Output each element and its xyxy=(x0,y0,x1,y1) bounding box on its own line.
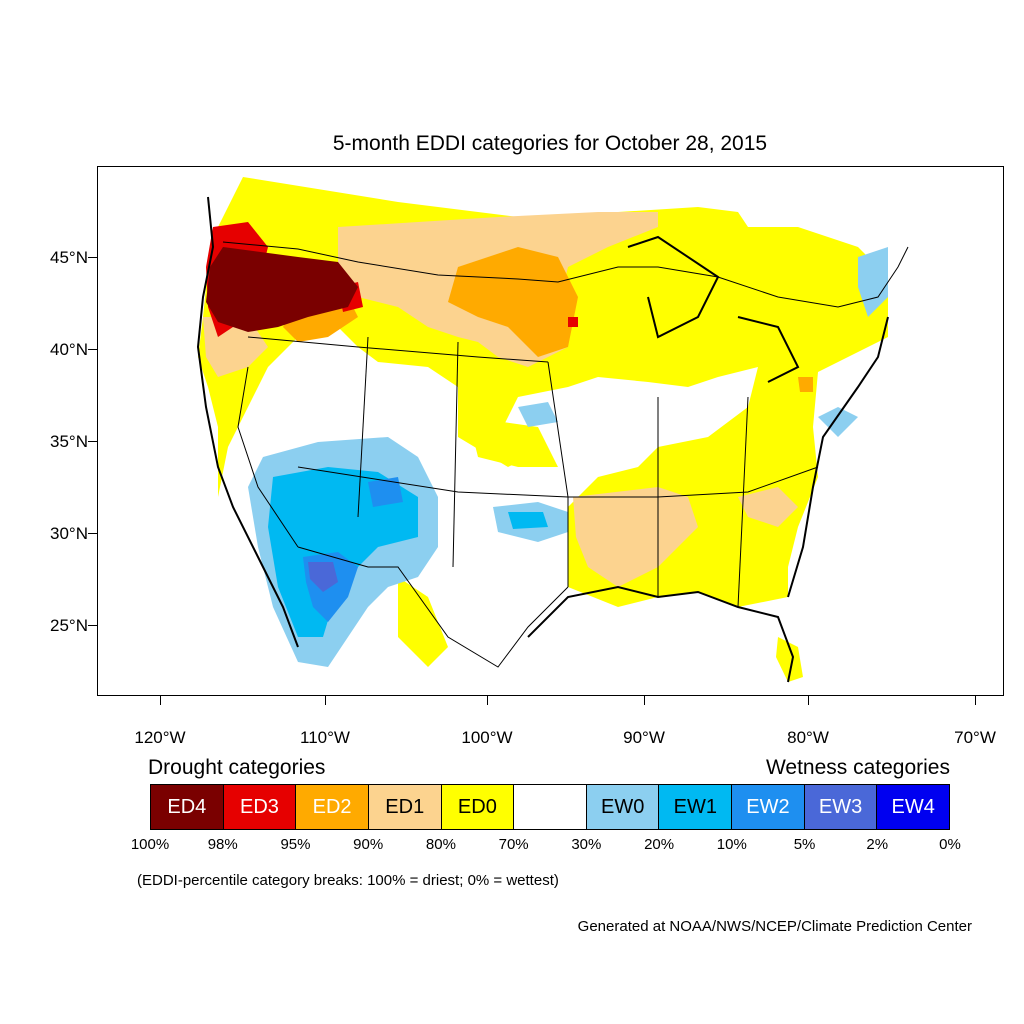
legend-cell-ed2: ED2 xyxy=(296,785,369,829)
legend-color-bar: ED4 ED3 ED2 ED1 ED0 EW0 EW1 EW2 EW3 EW4 xyxy=(150,784,950,830)
lon-tick-100: 100°W xyxy=(461,728,513,747)
legend-break-label: 100% xyxy=(130,836,170,853)
lat-tickmark xyxy=(88,441,97,442)
legend-break-label: 90% xyxy=(353,836,384,853)
legend-cell-ew2: EW2 xyxy=(732,785,805,829)
map-panel xyxy=(97,166,1004,696)
lat-tick-25: 25°N xyxy=(50,616,88,635)
legend-break-label: 5% xyxy=(793,836,816,853)
legend-cell-ed4: ED4 xyxy=(151,785,224,829)
lon-tickmark xyxy=(160,696,161,705)
lat-tickmark xyxy=(88,349,97,350)
lon-tick-90: 90°W xyxy=(623,728,665,747)
lat-tickmark xyxy=(88,533,97,534)
legend-break-label: 10% xyxy=(716,836,747,853)
legend-cell-ed3: ED3 xyxy=(223,785,297,829)
legend-cell-ew4: EW4 xyxy=(877,785,950,829)
legend-cell-ed1: ED1 xyxy=(368,785,442,829)
ew3-regions xyxy=(308,562,338,592)
ed4-regions xyxy=(206,247,358,332)
lon-tickmark xyxy=(644,696,645,705)
legend-break-label: 2% xyxy=(866,836,889,853)
drought-categories-label: Drought categories xyxy=(148,756,326,779)
lat-tick-45: 45°N xyxy=(50,248,88,267)
legend-break-label: 98% xyxy=(207,836,238,853)
lon-tickmark xyxy=(808,696,809,705)
lat-tick-35: 35°N xyxy=(50,432,88,451)
legend-break-label: 20% xyxy=(644,836,675,853)
map-title: 5-month EDDI categories for October 28, … xyxy=(332,132,768,155)
boundaries xyxy=(222,241,909,668)
ew1-regions xyxy=(268,467,548,637)
legend-break-label: 70% xyxy=(498,836,529,853)
lon-tick-120: 120°W xyxy=(134,728,186,747)
coastlines xyxy=(196,196,889,683)
lat-tick-30: 30°N xyxy=(50,524,88,543)
lat-tick-40: 40°N xyxy=(50,340,88,359)
lon-tick-80: 80°W xyxy=(787,728,829,747)
legend-break-label: 30% xyxy=(571,836,602,853)
legend-break-label: 95% xyxy=(280,836,311,853)
lat-tickmark xyxy=(88,625,97,626)
wetness-categories-label: Wetness categories xyxy=(765,756,950,779)
legend-break-label: 80% xyxy=(425,836,456,853)
legend-break-label: 0% xyxy=(939,836,961,853)
legend-cell-ew3: EW3 xyxy=(804,785,878,829)
lon-tick-110: 110°W xyxy=(300,728,350,747)
lon-tickmark xyxy=(975,696,976,705)
eddi-map xyxy=(196,177,909,683)
credit-line: Generated at NOAA/NWS/NCEP/Climate Predi… xyxy=(577,918,972,935)
legend-cell-neutral xyxy=(514,785,587,829)
lon-tickmark xyxy=(325,696,326,705)
lon-tick-70: 70°W xyxy=(954,728,996,747)
category-note: (EDDI-percentile category breaks: 100% =… xyxy=(137,872,559,889)
legend-cell-ed0: ED0 xyxy=(441,785,515,829)
legend-cell-ew1: EW1 xyxy=(659,785,733,829)
legend-cell-ew0: EW0 xyxy=(586,785,660,829)
lon-tickmark xyxy=(487,696,488,705)
lat-tickmark xyxy=(88,257,97,258)
